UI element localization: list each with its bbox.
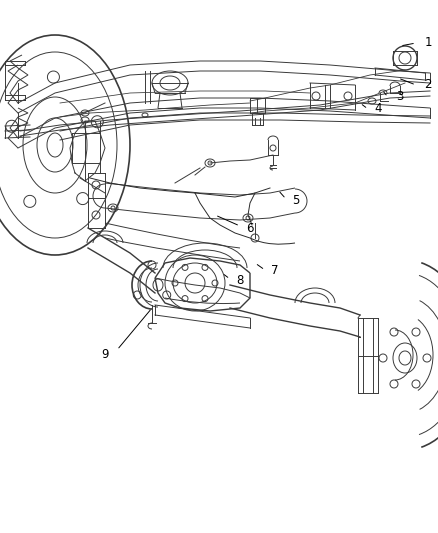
Text: 6: 6 bbox=[246, 222, 254, 235]
Text: 3: 3 bbox=[396, 91, 404, 103]
Text: 8: 8 bbox=[237, 274, 244, 287]
Text: 9: 9 bbox=[101, 349, 109, 361]
Text: 1: 1 bbox=[424, 36, 432, 50]
Text: 5: 5 bbox=[292, 195, 300, 207]
Text: 4: 4 bbox=[374, 102, 382, 116]
Text: 2: 2 bbox=[424, 78, 432, 92]
Text: 7: 7 bbox=[271, 264, 279, 278]
